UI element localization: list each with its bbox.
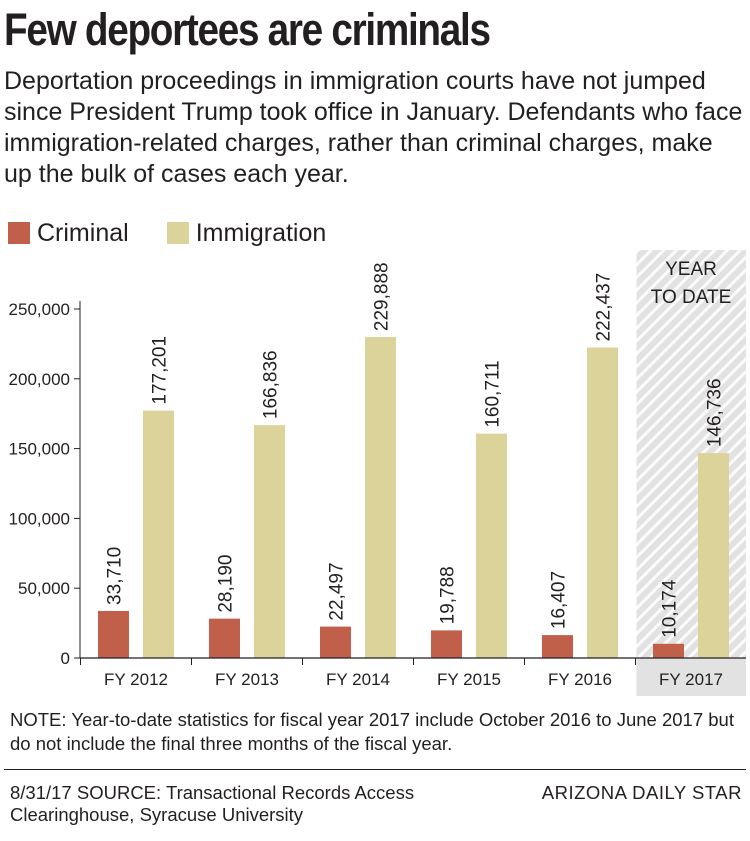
source-line: 8/31/17 SOURCE: Transactional Records Ac… [10, 782, 415, 825]
bar-criminal [542, 635, 573, 658]
data-label-criminal: 28,190 [216, 555, 237, 613]
chart-note: NOTE: Year-to-date statistics for fiscal… [10, 709, 734, 754]
legend-item-immigration: Immigration [166, 218, 327, 248]
y-tick-label: 250,000 [9, 300, 70, 319]
data-label-immigration: 177,201 [150, 336, 171, 405]
year-to-date-label: TO DATE [651, 287, 732, 308]
publisher-credit: ARIZONA DAILY STAR [541, 782, 742, 803]
legend-swatch-immigration [166, 222, 189, 244]
year-to-date-label-band [636, 658, 746, 696]
y-tick-label: 100,000 [9, 509, 70, 528]
data-label-immigration: 166,836 [261, 350, 282, 419]
data-label-immigration: 146,736 [705, 378, 726, 447]
data-label-criminal: 10,174 [660, 579, 681, 638]
legend-swatch-criminal [8, 222, 30, 244]
year-to-date-panel [636, 250, 746, 696]
bar-immigration [587, 347, 618, 658]
x-tick-label: FY 2014 [326, 670, 390, 689]
data-label-criminal: 19,788 [438, 566, 459, 624]
bar-immigration [698, 453, 729, 658]
legend: Criminal Immigration [8, 216, 364, 250]
legend-item-criminal: Criminal [8, 219, 129, 248]
chart-subtitle: Deportation proceedings in immigration c… [4, 67, 743, 188]
bar-criminal [431, 630, 462, 658]
data-label-immigration: 222,437 [594, 273, 615, 342]
data-label-immigration: 160,711 [483, 360, 504, 427]
y-tick-label: 0 [61, 649, 70, 668]
y-tick-label: 200,000 [9, 370, 70, 389]
y-tick-label: 50,000 [18, 579, 70, 598]
legend-label-immigration: Immigration [195, 218, 327, 247]
x-tick-label: FY 2015 [437, 670, 501, 689]
bar-immigration [143, 410, 174, 658]
chart-title: Few deportees are criminals [4, 4, 491, 55]
x-tick-label: FY 2012 [104, 670, 168, 689]
data-label-criminal: 33,710 [105, 547, 126, 605]
bar-immigration [476, 433, 507, 658]
bar-chart: YEAR TO DATE 0 50,000 100,000 150,000 200,000 2… [9, 250, 746, 696]
y-tick-label: 150,000 [9, 440, 70, 459]
x-tick-label: FY 2017 [659, 670, 723, 689]
year-to-date-label: YEAR [665, 259, 717, 280]
bar-criminal [209, 618, 240, 658]
bar-criminal [653, 643, 684, 658]
data-label-immigration: 229,888 [372, 262, 393, 331]
x-tick-label: FY 2016 [548, 670, 612, 689]
legend-label-criminal: Criminal [37, 218, 129, 247]
bar-criminal [98, 610, 129, 658]
bar-immigration [365, 337, 396, 658]
bar-criminal [320, 626, 351, 658]
bar-immigration [254, 425, 285, 658]
x-tick-label: FY 2013 [215, 670, 279, 689]
data-label-criminal: 22,497 [327, 562, 348, 620]
data-label-criminal: 16,407 [549, 571, 570, 629]
divider [4, 769, 746, 770]
